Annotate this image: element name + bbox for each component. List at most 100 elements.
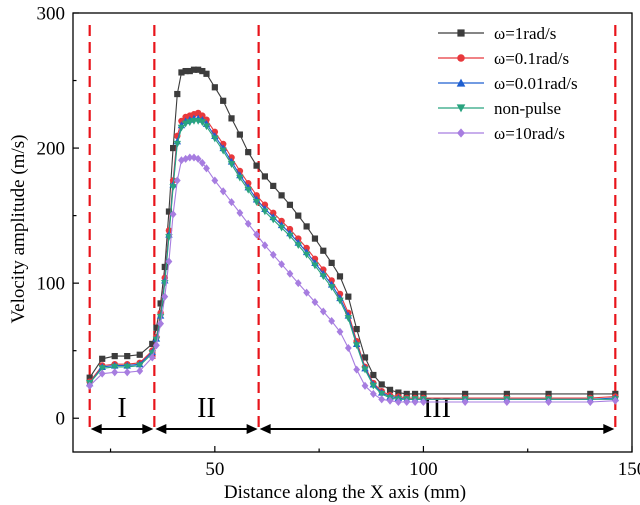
data-point	[98, 365, 106, 372]
x-axis-title: Distance along the X axis (mm)	[224, 482, 466, 503]
data-point	[328, 316, 336, 326]
data-point	[110, 363, 119, 371]
region-arrowhead-left	[90, 424, 102, 435]
data-point	[611, 396, 619, 405]
data-point	[361, 381, 369, 390]
series-omega-10rad-s	[86, 153, 619, 407]
data-point	[227, 161, 236, 169]
y-tick-label: 100	[37, 274, 66, 295]
data-point	[169, 210, 177, 219]
data-point	[174, 90, 181, 98]
data-point	[173, 176, 181, 185]
data-point	[86, 374, 93, 381]
data-point	[286, 201, 294, 208]
data-point	[202, 123, 211, 131]
data-point	[545, 390, 552, 398]
data-point	[261, 241, 269, 250]
series-omega-1rad-s	[86, 66, 619, 398]
region-arrow-iii	[259, 424, 615, 435]
data-point	[369, 382, 378, 390]
data-point	[181, 120, 190, 128]
data-point	[244, 186, 252, 194]
region-arrow-ii	[155, 424, 258, 435]
y-tick-label: 0	[56, 409, 66, 430]
data-point	[586, 397, 594, 407]
data-point	[219, 147, 227, 155]
data-point	[386, 386, 394, 393]
x-tick-label: 50	[205, 459, 224, 480]
legend-label: ω=0.1rad/s	[494, 49, 569, 68]
region-arrowhead-right	[603, 424, 615, 435]
data-point	[587, 390, 594, 398]
data-point	[420, 397, 427, 407]
y-axis-title: Velocity amplitude (m/s)	[8, 135, 29, 324]
legend: ω=1rad/s ω=0.1rad/s ω=0.01rad/s non-pulse ω=…	[438, 24, 578, 143]
data-point	[153, 341, 160, 350]
data-point	[177, 124, 186, 132]
data-point	[198, 158, 206, 167]
data-point	[211, 176, 219, 185]
data-point	[369, 389, 377, 398]
data-point	[161, 292, 169, 301]
data-point	[278, 217, 285, 225]
data-point	[336, 327, 344, 336]
legend-marker	[456, 104, 466, 113]
data-point	[178, 69, 185, 76]
data-point	[277, 224, 286, 232]
legend-marker	[457, 29, 465, 37]
data-point	[244, 219, 252, 228]
data-point	[378, 395, 386, 404]
data-point	[411, 397, 419, 407]
legend-label: ω=0.01rad/s	[494, 74, 578, 93]
data-point	[320, 247, 327, 254]
data-point	[211, 135, 219, 143]
legend-marker	[457, 54, 465, 62]
data-point	[156, 313, 165, 321]
data-point	[152, 336, 161, 344]
data-point	[261, 208, 269, 216]
region-label: II	[197, 393, 216, 424]
data-point	[336, 297, 344, 305]
legend-label: non-pulse	[494, 99, 561, 118]
data-point	[98, 369, 106, 378]
data-point	[462, 390, 469, 398]
data-point	[236, 174, 244, 182]
data-point	[228, 115, 235, 122]
data-point	[157, 319, 165, 328]
data-point	[394, 397, 402, 407]
data-point	[199, 67, 206, 75]
data-point	[169, 184, 177, 191]
data-point	[395, 389, 402, 396]
data-point	[269, 250, 277, 259]
data-point	[311, 262, 319, 270]
region-arrowhead-right	[142, 424, 154, 435]
data-point	[203, 70, 210, 77]
data-point	[195, 66, 202, 73]
region-label: I	[117, 393, 126, 424]
data-point	[199, 112, 206, 119]
data-point	[403, 390, 410, 398]
data-point	[294, 242, 302, 250]
data-point	[353, 325, 360, 333]
legend-entry: ω=0.1rad/s	[438, 49, 569, 68]
data-point	[253, 162, 260, 169]
plot-frame	[72, 12, 633, 453]
data-point	[194, 154, 202, 163]
data-point	[165, 257, 173, 266]
legend-marker	[456, 78, 466, 87]
data-point	[186, 153, 194, 162]
data-point	[111, 368, 119, 377]
data-point	[153, 324, 160, 331]
data-point	[170, 144, 177, 152]
data-point	[198, 119, 207, 127]
data-point	[336, 273, 344, 280]
data-point	[461, 397, 469, 407]
data-point	[173, 140, 182, 148]
data-point	[136, 351, 143, 358]
data-point	[236, 131, 243, 138]
data-point	[278, 192, 285, 199]
data-point	[269, 209, 277, 217]
data-point	[344, 343, 352, 353]
series-line	[89, 112, 616, 399]
